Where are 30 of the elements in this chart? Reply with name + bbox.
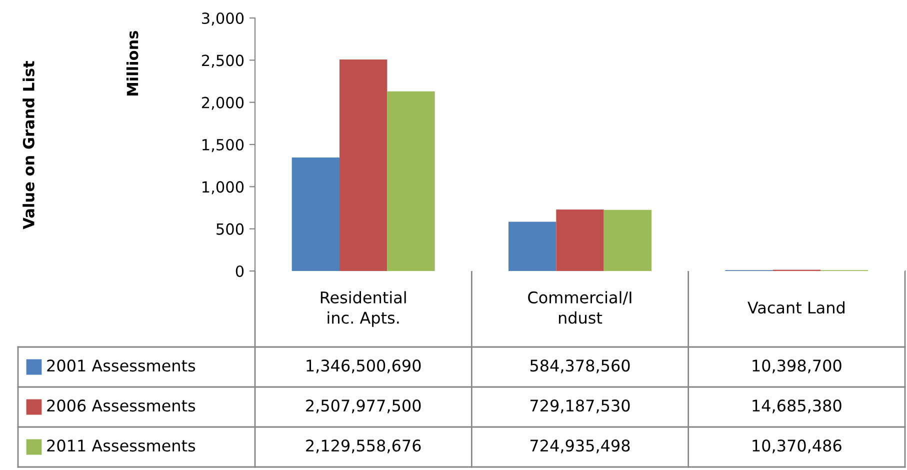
x-tick-label: Vacant Land <box>748 301 844 314</box>
y-tick-label: 1,500 <box>202 138 244 152</box>
text: 2,129,558,676 <box>306 440 421 454</box>
y-tick-label: 1,000 <box>202 181 244 194</box>
legend-label: 2006 Assessments <box>47 400 196 412</box>
legend-label: 2001 Assessments <box>47 360 196 372</box>
y-tick-label: 2,500 <box>202 54 244 68</box>
text: 724,935,498 <box>530 440 630 454</box>
text: 2,507,977,500 <box>306 400 421 414</box>
bar <box>340 59 388 271</box>
y-axis-title: Millions <box>126 30 138 96</box>
text: 1,346,500,690 <box>306 360 421 374</box>
x-tick-label: Residential inc. Apts. <box>320 291 406 327</box>
bar <box>508 222 556 271</box>
y-tick-label: 2,000 <box>202 96 244 110</box>
x-tick-label: Commercial/I ndust <box>528 291 632 324</box>
text: 14,685,380 <box>752 400 842 414</box>
y-tick-label: 0 <box>236 265 244 278</box>
y-tick-label: 500 <box>216 223 244 235</box>
text: 10,370,486 <box>752 440 842 454</box>
bar <box>292 157 340 271</box>
bar <box>604 210 652 271</box>
text: 584,378,560 <box>530 360 630 374</box>
y-tick-label: 3,000 <box>202 12 244 26</box>
legend-label: 2011 Assessments <box>47 440 196 452</box>
text: 10,398,700 <box>752 360 842 374</box>
text: 729,187,530 <box>530 400 630 414</box>
bar <box>387 91 435 271</box>
bar <box>556 210 604 271</box>
text: Value on Grand List <box>22 61 34 230</box>
